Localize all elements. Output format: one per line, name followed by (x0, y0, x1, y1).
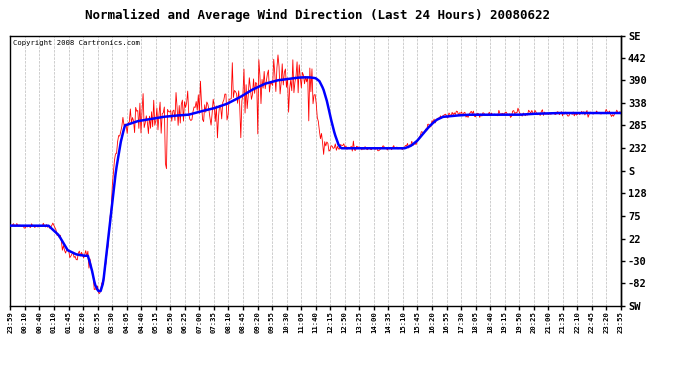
Text: Normalized and Average Wind Direction (Last 24 Hours) 20080622: Normalized and Average Wind Direction (L… (85, 9, 550, 22)
Text: Copyright 2008 Cartronics.com: Copyright 2008 Cartronics.com (13, 40, 140, 46)
